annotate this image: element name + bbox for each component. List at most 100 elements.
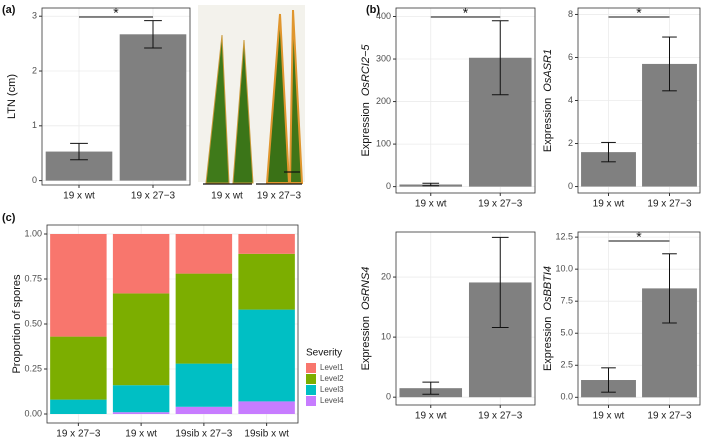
y-axis-label: LTN (cm) bbox=[6, 74, 18, 119]
leaf bbox=[232, 39, 254, 184]
y-tick-label: 200 bbox=[376, 96, 391, 106]
y-tick-label: 0 bbox=[386, 392, 391, 402]
y-tick-label: 1.00 bbox=[24, 228, 42, 238]
y-axis-label-text: LTN (cm) bbox=[6, 74, 18, 119]
plot-border bbox=[577, 7, 701, 194]
y-tick-label: 4 bbox=[568, 95, 573, 105]
leaf bbox=[205, 34, 230, 184]
significance-star: * bbox=[636, 5, 642, 21]
gene-name: OsRNS4 bbox=[360, 267, 372, 310]
gene-name: OsRCI2−5 bbox=[360, 44, 372, 97]
bar-segment bbox=[50, 336, 107, 400]
bar-segment bbox=[238, 401, 295, 414]
y-axis-label-text: Expression bbox=[360, 316, 372, 370]
bar bbox=[119, 34, 187, 181]
y-tick-label: 12.5 bbox=[555, 232, 573, 242]
legend-title: Severity bbox=[306, 348, 342, 359]
bar-segment bbox=[175, 363, 233, 407]
error-bar bbox=[491, 236, 509, 329]
panel-label: (b) bbox=[366, 4, 380, 16]
y-tick-label: 0.50 bbox=[24, 318, 42, 328]
y-tick-label: 0 bbox=[386, 181, 391, 191]
plot-border bbox=[395, 7, 536, 194]
y-tick-label: 6 bbox=[568, 52, 573, 62]
y-tick-label: 10 bbox=[381, 331, 391, 341]
x-tick-label: 19 x 27−3 bbox=[647, 199, 692, 210]
plot-border bbox=[395, 231, 536, 406]
x-tick-label: 19sib x 27−3 bbox=[175, 429, 232, 439]
y-tick-label: 0 bbox=[568, 181, 573, 191]
bar-segment bbox=[175, 273, 233, 364]
x-tick-label: 19 x 27−3 bbox=[478, 411, 523, 422]
bar-segment bbox=[112, 385, 170, 413]
significance-star: * bbox=[463, 5, 469, 21]
x-tick-label: 19 x wt bbox=[593, 199, 625, 210]
bar-segment bbox=[238, 234, 295, 254]
y-tick-label: 20 bbox=[381, 271, 391, 281]
bar-segment bbox=[175, 234, 233, 274]
plot-border bbox=[577, 231, 701, 406]
x-tick-label: 19sib x wt bbox=[244, 429, 289, 439]
error-bar bbox=[601, 141, 616, 163]
legend-label: Level2 bbox=[320, 374, 344, 383]
y-axis-label: Expression OsBBTI4 bbox=[542, 266, 554, 371]
bar-segment bbox=[238, 309, 295, 402]
photo-label: 19 x 27−3 bbox=[257, 191, 302, 202]
y-tick-label: 0.75 bbox=[24, 273, 42, 283]
y-tick-label: 0.25 bbox=[24, 363, 42, 373]
x-tick-label: 19 x wt bbox=[63, 191, 95, 202]
bar-segment bbox=[112, 293, 170, 386]
gene-name: OsBBTI4 bbox=[542, 266, 554, 311]
panel-label: (c) bbox=[2, 212, 16, 224]
x-tick-label: 19 x 27−3 bbox=[647, 411, 692, 422]
plot-border bbox=[41, 7, 191, 186]
y-axis-label-text: Expression bbox=[542, 98, 554, 152]
legend-swatch bbox=[306, 374, 316, 384]
leaf bbox=[265, 13, 291, 184]
y-axis-label-text: Expression bbox=[542, 317, 554, 371]
legend-label: Level3 bbox=[320, 385, 344, 394]
y-tick-label: 10.0 bbox=[555, 264, 573, 274]
x-tick-label: 19 x wt bbox=[125, 429, 157, 439]
x-tick-label: 19 x wt bbox=[415, 411, 447, 422]
leaf bbox=[288, 9, 304, 184]
gene-name: OsASR1 bbox=[542, 49, 554, 92]
bar-segment bbox=[50, 234, 107, 337]
y-tick-label: 2.5 bbox=[560, 360, 573, 370]
legend-swatch bbox=[306, 396, 316, 406]
y-tick-label: 7.5 bbox=[560, 296, 573, 306]
y-tick-label: 3 bbox=[32, 11, 37, 21]
legend-label: Level1 bbox=[320, 363, 344, 372]
error-bar bbox=[422, 381, 440, 395]
y-axis-label: Expression OsASR1 bbox=[542, 49, 554, 152]
y-tick-label: 2 bbox=[568, 138, 573, 148]
y-tick-label: 5.0 bbox=[560, 328, 573, 338]
y-tick-label: 100 bbox=[376, 138, 391, 148]
legend-label: Level4 bbox=[320, 396, 344, 405]
y-tick-label: 0.0 bbox=[560, 392, 573, 402]
bar-segment bbox=[112, 412, 170, 414]
y-axis-label-text: Proportion of spores bbox=[11, 274, 23, 374]
y-tick-label: 0 bbox=[32, 175, 37, 185]
bar-segment bbox=[175, 406, 233, 414]
bar-segment bbox=[238, 253, 295, 310]
y-axis-label: Expression OsRCI2−5 bbox=[360, 44, 372, 157]
x-tick-label: 19 x wt bbox=[415, 199, 447, 210]
y-tick-label: 1 bbox=[32, 120, 37, 130]
y-tick-label: 0.00 bbox=[24, 408, 42, 418]
y-tick-label: 8 bbox=[568, 9, 573, 19]
panel-label: (a) bbox=[2, 4, 16, 16]
legend-swatch bbox=[306, 385, 316, 395]
x-tick-label: 19 x 27−3 bbox=[478, 199, 523, 210]
y-axis-label-text: Expression bbox=[360, 102, 372, 156]
y-tick-label: 400 bbox=[376, 11, 391, 21]
x-tick-label: 19 x 27−3 bbox=[56, 429, 101, 439]
bar-segment bbox=[112, 234, 170, 294]
y-axis-label: Expression OsRNS4 bbox=[360, 267, 372, 371]
error-bar bbox=[662, 36, 677, 92]
y-axis-label: Proportion of spores bbox=[11, 274, 23, 374]
legend-swatch bbox=[306, 363, 316, 373]
x-tick-label: 19 x 27−3 bbox=[131, 191, 176, 202]
plot-border bbox=[46, 224, 299, 424]
